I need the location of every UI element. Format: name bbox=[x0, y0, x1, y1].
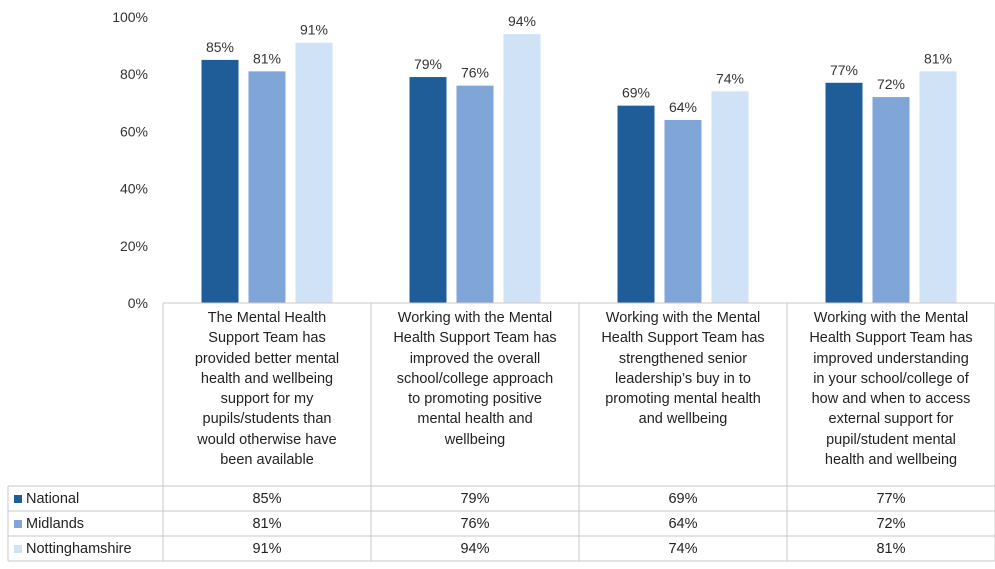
bar-national bbox=[825, 82, 863, 303]
table-cell: 81% bbox=[876, 540, 906, 557]
data-label: 81% bbox=[253, 50, 281, 66]
bars bbox=[201, 34, 957, 304]
legend-midlands: Midlands bbox=[14, 511, 84, 536]
legend-label: National bbox=[26, 490, 80, 507]
category-label-line: Support Team has bbox=[208, 330, 326, 347]
category-label-line: promoting mental health bbox=[605, 391, 761, 408]
bar-nottinghamshire bbox=[503, 34, 541, 303]
legend-swatch bbox=[14, 519, 22, 528]
legend-nottinghamshire: Nottinghamshire bbox=[14, 536, 132, 561]
bar-midlands bbox=[664, 119, 702, 304]
table-cell: 76% bbox=[460, 515, 490, 532]
y-tick-label: 100% bbox=[112, 9, 148, 25]
category-label: The Mental Health Support Team has provide… bbox=[163, 308, 371, 470]
table-cell: 85% bbox=[252, 490, 282, 507]
category-label-line: school/college approach bbox=[396, 370, 554, 387]
category-label-line: strengthened senior bbox=[618, 350, 748, 367]
table-grid bbox=[7, 302, 995, 562]
data-label: 69% bbox=[622, 85, 650, 101]
category-label-line: improved the overall bbox=[409, 350, 541, 367]
category-label-line: in your school/college of bbox=[813, 370, 969, 387]
data-label: 64% bbox=[669, 99, 697, 115]
bar-nottinghamshire bbox=[919, 71, 957, 303]
table-cell: 74% bbox=[668, 540, 698, 557]
bar-midlands bbox=[456, 85, 494, 303]
table-cell: 72% bbox=[876, 515, 906, 532]
legend-swatch bbox=[14, 494, 22, 503]
legend-national: National bbox=[14, 486, 79, 511]
category-label-line: been available bbox=[220, 452, 314, 469]
bar-nottinghamshire bbox=[711, 91, 749, 303]
data-label: 76% bbox=[461, 65, 489, 81]
category-label-line: leadership’s buy in to bbox=[615, 370, 751, 387]
category-label-line: Health Support Team has bbox=[601, 330, 765, 347]
bar-national bbox=[201, 59, 239, 304]
data-label: 77% bbox=[830, 62, 858, 78]
table-cell: 94% bbox=[460, 540, 490, 557]
category-label: Working with the Mental Health Support Te… bbox=[787, 308, 995, 470]
category-label-line: would otherwise have bbox=[197, 431, 337, 448]
category-label-line: provided better mental bbox=[194, 350, 340, 367]
bar-midlands bbox=[872, 97, 910, 303]
category-label-line: mental health and bbox=[417, 411, 533, 428]
table-cell: 81% bbox=[252, 515, 282, 532]
category-label: Working with the Mental Health Support Te… bbox=[371, 308, 579, 450]
legend-label: Nottinghamshire bbox=[26, 540, 132, 557]
y-tick-label: 40% bbox=[120, 181, 148, 197]
category-label-line: Health Support Team has bbox=[809, 330, 973, 347]
bar-midlands bbox=[248, 71, 286, 303]
bar-nottinghamshire bbox=[295, 42, 333, 304]
category-label-line: Working with the Mental bbox=[605, 310, 761, 326]
legend-swatch bbox=[14, 544, 22, 553]
data-label: 91% bbox=[300, 22, 328, 38]
table-cell: 79% bbox=[460, 490, 490, 507]
table-cell: 69% bbox=[668, 490, 698, 507]
data-label: 81% bbox=[924, 50, 952, 66]
legend-label: Midlands bbox=[26, 515, 85, 532]
category-label-line: pupils/students than bbox=[202, 411, 332, 428]
table-cell: 64% bbox=[668, 515, 698, 532]
data-label: 79% bbox=[414, 56, 442, 72]
y-tick-label: 0% bbox=[128, 295, 148, 311]
data-label: 72% bbox=[877, 76, 905, 92]
category-label-line: wellbeing bbox=[444, 431, 506, 448]
category-label-line: Working with the Mental bbox=[813, 310, 969, 326]
category-label-line: pupil/student mental bbox=[826, 431, 956, 448]
y-tick-label: 60% bbox=[120, 123, 148, 139]
category-label-line: health and wellbeing bbox=[824, 452, 958, 469]
category-label-line: improved understanding bbox=[813, 350, 969, 367]
category-label-line: support for my bbox=[220, 391, 314, 408]
table-cell: 91% bbox=[252, 540, 282, 557]
category-label-line: to promoting positive bbox=[408, 391, 542, 408]
category-label-line: how and when to access bbox=[811, 391, 971, 408]
y-tick-label: 80% bbox=[120, 66, 148, 82]
table-cell: 77% bbox=[876, 490, 906, 507]
category-label-line: The Mental Health bbox=[207, 310, 327, 326]
bar-national bbox=[409, 77, 447, 303]
y-tick-label: 20% bbox=[120, 238, 148, 254]
bar-national bbox=[617, 105, 655, 303]
category-label-line: external support for bbox=[828, 411, 954, 428]
data-label: 85% bbox=[206, 39, 234, 55]
y-axis: 0% 20% 40% 60% 80% 100% bbox=[112, 9, 148, 311]
category-label-line: and wellbeing bbox=[638, 411, 728, 428]
data-labels: 85% 81% 91% 79% 76% 94% 69% 64% 74% 77% 72% 81% bbox=[206, 13, 952, 115]
category-label-line: Health Support Team has bbox=[393, 330, 557, 347]
data-label: 74% bbox=[716, 70, 744, 86]
data-label: 94% bbox=[508, 13, 536, 29]
category-label: Working with the Mental Health Support Te… bbox=[579, 308, 787, 430]
category-label-line: Working with the Mental bbox=[397, 310, 553, 326]
category-label-line: health and wellbeing bbox=[200, 370, 334, 387]
